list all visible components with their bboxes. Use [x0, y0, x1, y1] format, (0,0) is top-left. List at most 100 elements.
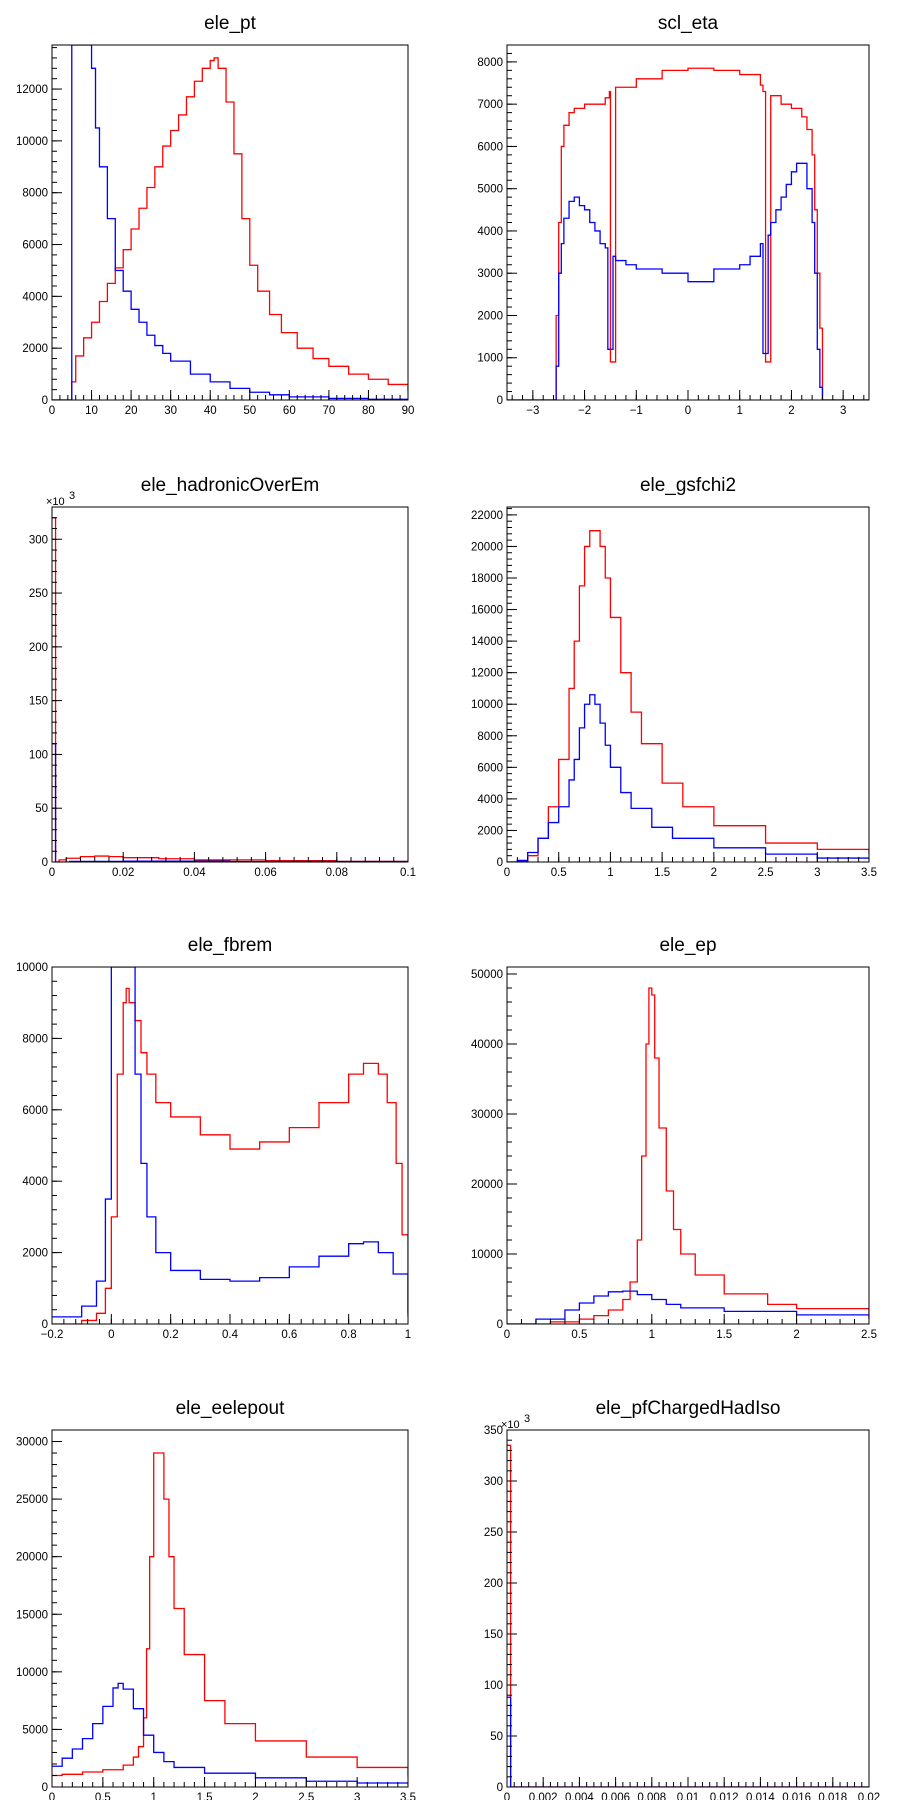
- y-tick-label: 10000: [471, 1249, 503, 1261]
- histogram-panel: scl_eta −3 −2 −1 0 1 2 3 0 1000 2000 3000 4000 5000 60…: [477, 13, 870, 417]
- x-tick-label: −0.2: [41, 1329, 64, 1341]
- x-tick-label: 30: [164, 405, 177, 417]
- y-tick-label: 0: [497, 395, 503, 407]
- y-tick-label: 30000: [16, 1437, 48, 1449]
- x-tick-label: 10: [85, 405, 98, 417]
- plot-frame: [51, 1429, 409, 1788]
- series-line-red: [507, 67, 869, 400]
- x-tick-label: 0.5: [571, 1329, 587, 1341]
- y-tick-label: 2000: [477, 310, 503, 322]
- x-tick-label: 2.5: [758, 867, 774, 879]
- chart-title: scl_eta: [658, 13, 719, 34]
- chart-title: ele_eelepout: [176, 1398, 286, 1419]
- y-tick-label: 100: [29, 749, 48, 761]
- y-tick-label: 250: [484, 1527, 503, 1539]
- x-tick-label: 0.04: [183, 867, 206, 879]
- y-tick-label: 50000: [471, 969, 503, 981]
- series-line-red: [507, 987, 869, 1324]
- series-line-blue: [507, 1696, 869, 1787]
- y-tick-label: 12000: [471, 668, 503, 680]
- x-tick-label: 90: [402, 405, 415, 417]
- x-tick-label: 0.006: [601, 1792, 630, 1800]
- y-tick-label: 0: [42, 395, 48, 407]
- chart-title: ele_hadronicOverEm: [141, 475, 319, 496]
- x-tick-label: 1.5: [654, 867, 670, 879]
- x-tick-label: 0: [49, 405, 55, 417]
- y-tick-label: 6000: [477, 762, 503, 774]
- x-tick-label: 1: [607, 867, 613, 879]
- y-tick-label: 50: [490, 1731, 503, 1743]
- x-tick-label: 2: [252, 1792, 258, 1800]
- x-tick-label: 0.004: [565, 1792, 594, 1800]
- x-tick-label: 1: [151, 1792, 157, 1800]
- series-line-blue: [507, 162, 869, 400]
- x-tick-label: 0: [504, 1792, 510, 1800]
- y-tick-label: 2000: [477, 825, 503, 837]
- histogram-panel: ele_fbrem−0.2 0 0.2 0.4 0.6 0.8 10200040006000…: [16, 935, 411, 1341]
- y-tick-label: 150: [484, 1629, 503, 1641]
- x-tick-label: 1: [405, 1329, 411, 1341]
- plot-frame: [51, 44, 409, 401]
- x-tick-label: −2: [578, 405, 591, 417]
- y-tick-label: 4000: [22, 1176, 48, 1188]
- x-tick-label: 0.008: [637, 1792, 666, 1800]
- chart-title: ele_fbrem: [188, 935, 273, 956]
- y-tick-label: 4000: [477, 794, 503, 806]
- y-tick-label: 8000: [22, 188, 48, 200]
- x-tick-label: 0.018: [818, 1792, 847, 1800]
- x-tick-label: 0: [49, 867, 55, 879]
- series-line-red: [52, 517, 408, 862]
- plot-frame: [506, 1429, 870, 1788]
- y-tick-label: 12000: [16, 84, 48, 96]
- x-tick-label: 60: [283, 405, 296, 417]
- y-tick-label: 20000: [471, 1179, 503, 1191]
- y-tick-label: 0: [42, 1782, 48, 1794]
- x-tick-label: 0.5: [551, 867, 567, 879]
- series-line-red: [52, 1452, 408, 1777]
- y-tick-label: 0: [497, 857, 503, 869]
- x-tick-label: 0.2: [163, 1329, 179, 1341]
- x-tick-label: 2.5: [861, 1329, 877, 1341]
- y-tick-label: 30000: [471, 1109, 503, 1121]
- y-tick-label: 300: [484, 1476, 503, 1488]
- x-tick-label: 0.5: [95, 1792, 111, 1800]
- y-tick-label: 0: [497, 1782, 503, 1794]
- histogram-panel: ele_eelepout 0 0.5 1 1.5 2 2.5 3 3.5 0 5000 10000 15…: [16, 1398, 416, 1800]
- y-multiplier-exponent: 3: [69, 490, 75, 502]
- x-tick-label: 2: [788, 405, 794, 417]
- x-tick-label: 3.5: [861, 867, 877, 879]
- y-tick-label: 100: [484, 1680, 503, 1692]
- x-tick-label: 2.5: [298, 1792, 314, 1800]
- x-tick-label: 3: [814, 867, 820, 879]
- y-tick-label: 7000: [477, 99, 503, 111]
- y-tick-label: 22000: [471, 510, 503, 522]
- y-tick-label: 20000: [471, 541, 503, 553]
- y-tick-label: 18000: [471, 573, 503, 585]
- y-tick-label: 150: [29, 696, 48, 708]
- y-tick-label: 3000: [477, 268, 503, 280]
- y-tick-label: 0: [42, 1319, 48, 1331]
- y-tick-label: 5000: [477, 184, 503, 196]
- x-tick-label: 0: [504, 867, 510, 879]
- x-tick-label: 40: [204, 405, 217, 417]
- x-tick-label: 50: [243, 405, 256, 417]
- histogram-panel: ele_hadronicOverEm ×10 3 0 0.02 0.04 0.06 0.08 0…: [29, 475, 416, 879]
- x-tick-label: −1: [630, 405, 643, 417]
- series-line-red: [507, 1444, 869, 1787]
- plot-frame: [51, 506, 409, 863]
- x-tick-label: 1.5: [197, 1792, 213, 1800]
- y-tick-label: 250: [29, 588, 48, 600]
- x-tick-label: 0.6: [281, 1329, 297, 1341]
- chart-title: ele_ep: [659, 935, 716, 956]
- y-tick-label: 6000: [22, 1105, 48, 1117]
- series-line-red: [52, 987, 408, 1324]
- x-tick-label: 3: [354, 1792, 360, 1800]
- histogram-panel: ele_pt 0 10 20 30 40 50 60 70 80 90 0 2000 4000 6000 80…: [16, 13, 414, 417]
- y-tick-label: 8000: [22, 1033, 48, 1045]
- histogram-panel: ele_pfChargedHadIso ×10 3 0 0.002 0.004 0.006 0…: [484, 1398, 880, 1800]
- y-tick-label: 15000: [16, 1609, 48, 1621]
- series-line-blue: [507, 1290, 869, 1324]
- x-tick-label: 20: [125, 405, 138, 417]
- y-multiplier-exponent: 3: [524, 1413, 530, 1425]
